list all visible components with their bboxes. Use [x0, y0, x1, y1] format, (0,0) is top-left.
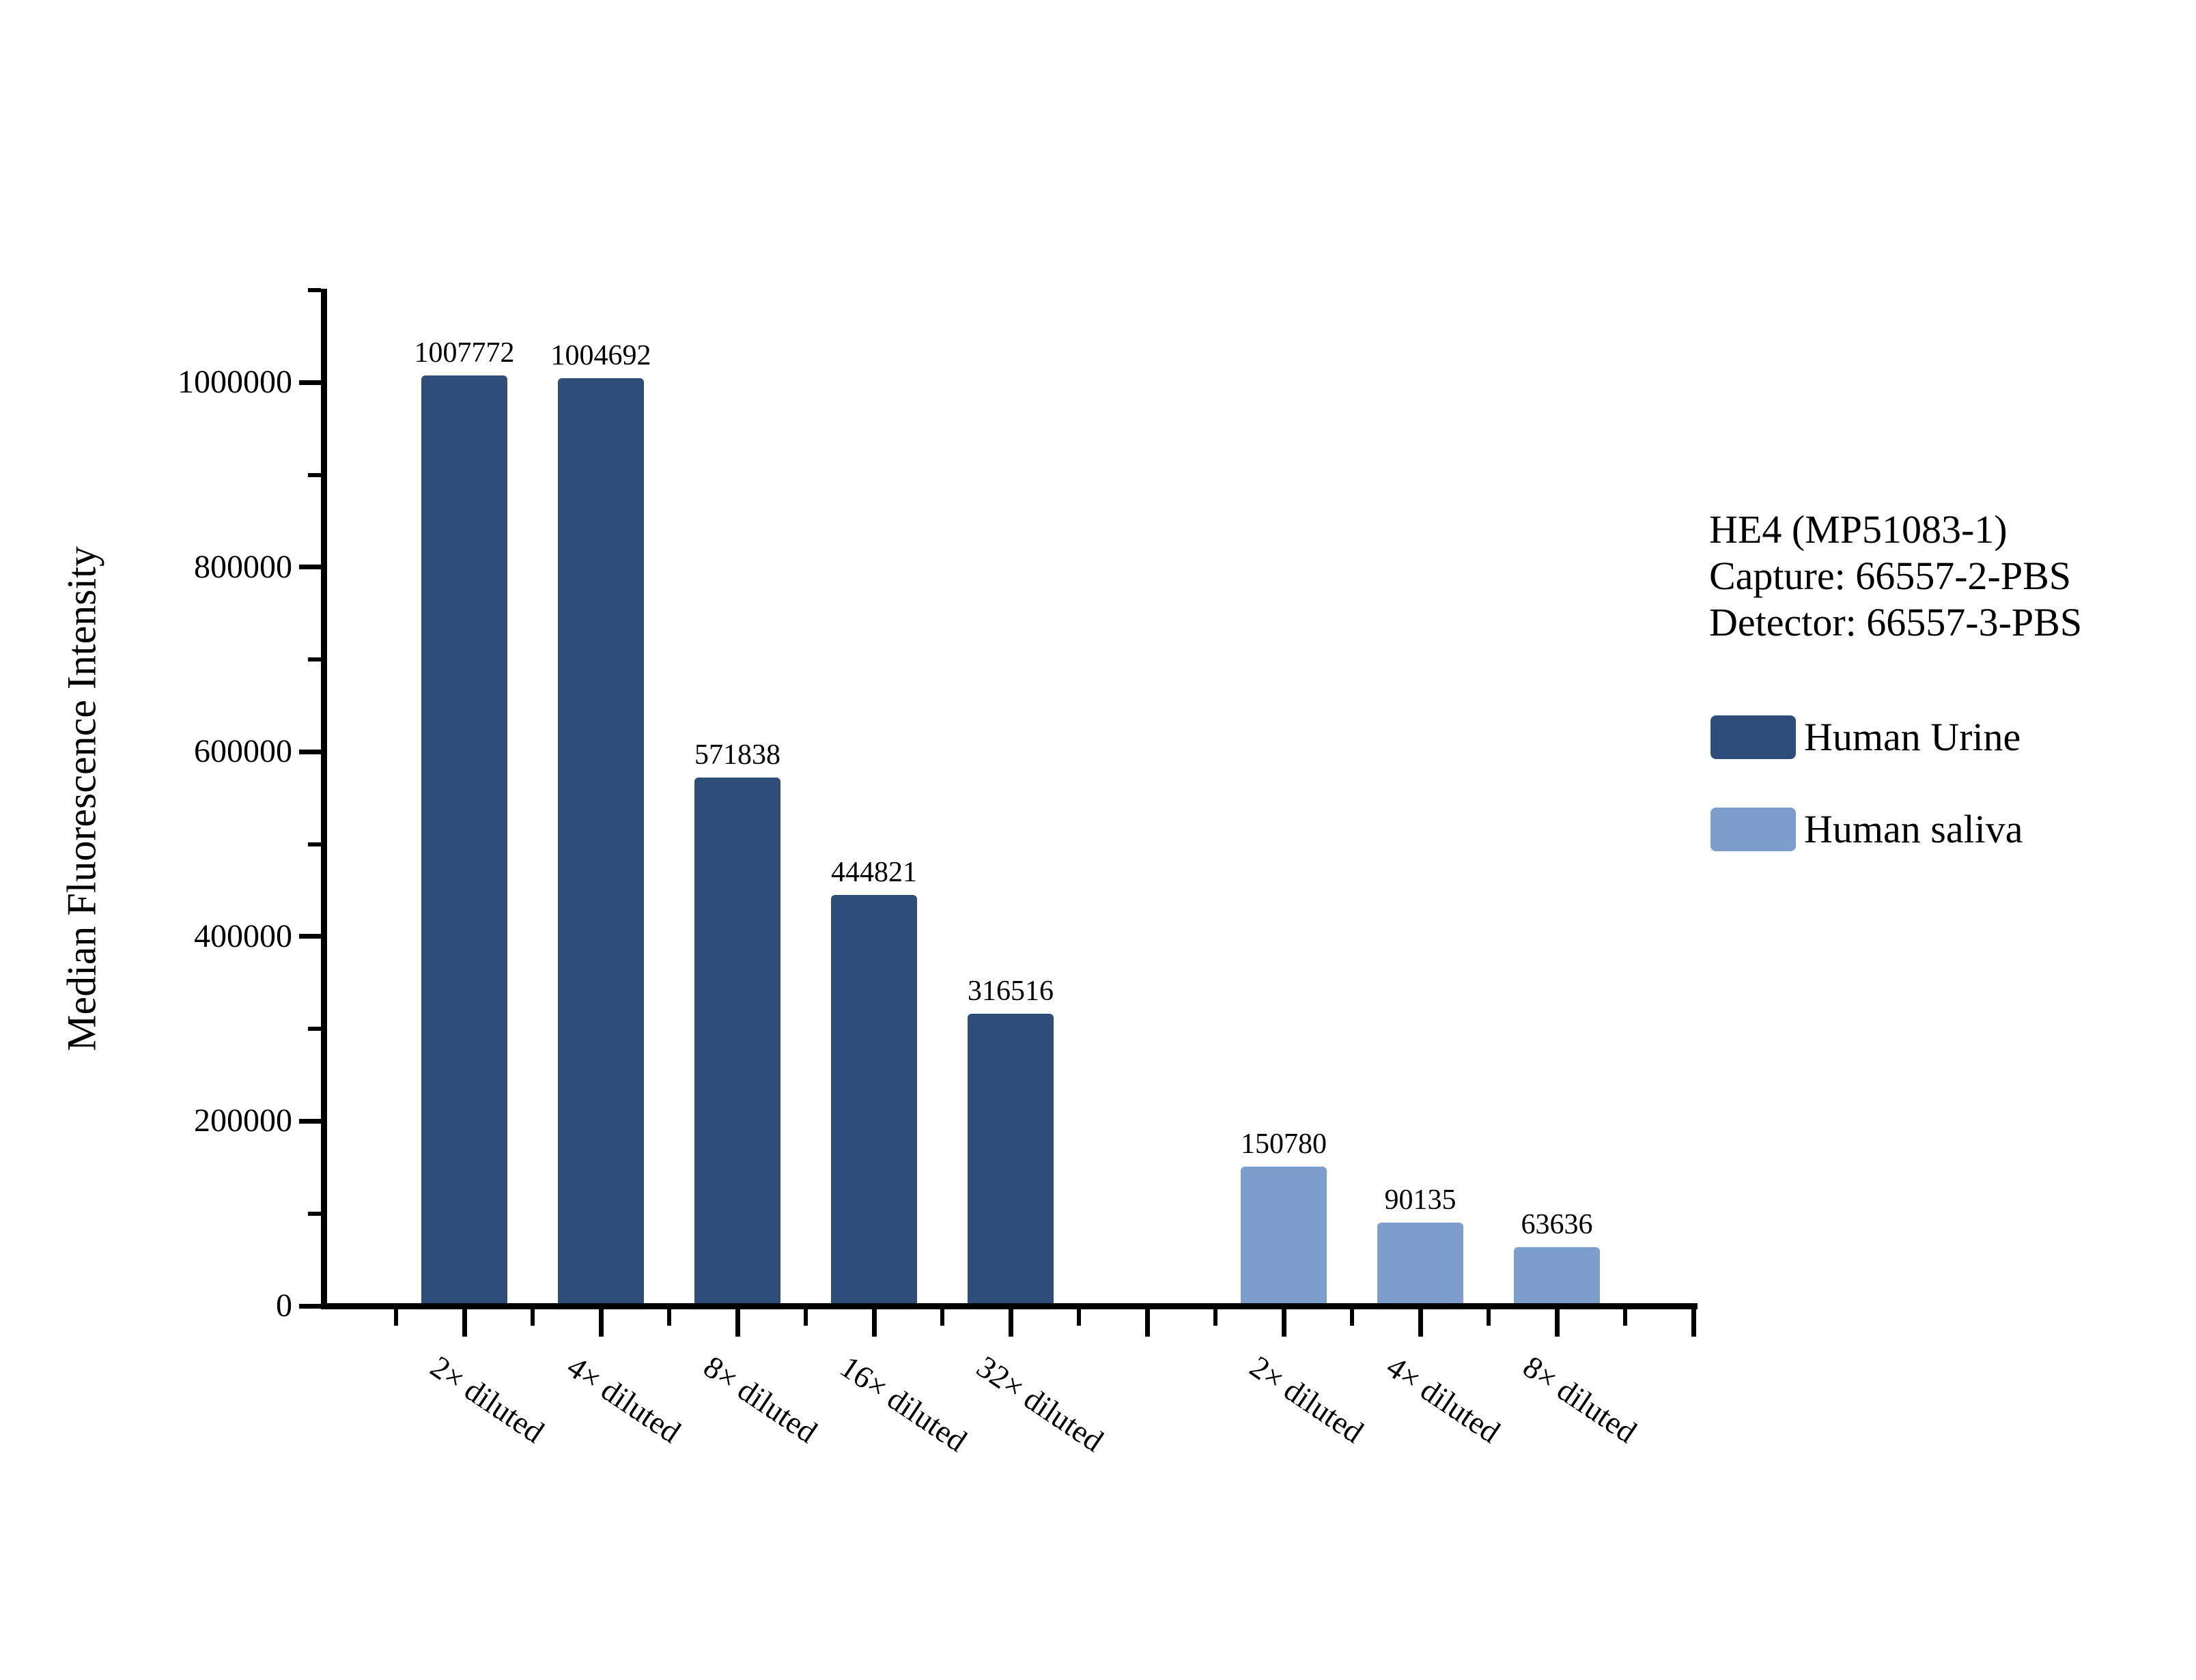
bar-value-label: 316516: [968, 975, 1054, 1007]
y-major-tick: [299, 380, 321, 385]
x-major-tick: [735, 1309, 740, 1337]
y-minor-tick: [308, 1211, 321, 1216]
x-major-tick: [598, 1309, 604, 1337]
x-tick-label: 8× diluted: [697, 1349, 824, 1450]
y-tick-label: 800000: [194, 548, 292, 585]
annotation-line: Detector: 66557-3-PBS: [1709, 600, 2083, 644]
x-major-tick: [871, 1309, 877, 1337]
bar-value-label: 1004692: [550, 339, 651, 371]
annotation-line: HE4 (MP51083-1): [1709, 507, 2008, 552]
x-minor-tick: [1350, 1309, 1354, 1326]
y-major-tick: [299, 565, 321, 570]
bar: [558, 378, 644, 1303]
bar-value-label: 150780: [1241, 1128, 1327, 1161]
y-major-tick: [299, 749, 321, 754]
x-tick-label: 16× diluted: [834, 1349, 974, 1459]
x-minor-tick: [531, 1309, 535, 1326]
legend-label: Human saliva: [1804, 807, 2023, 851]
y-minor-tick: [308, 288, 321, 293]
x-minor-tick: [940, 1309, 944, 1326]
y-tick-label: 1000000: [178, 364, 292, 401]
bar: [1241, 1167, 1327, 1303]
x-axis-line: [321, 1303, 1698, 1309]
bar-value-label: 1007772: [414, 337, 515, 369]
y-tick-label: 600000: [194, 733, 292, 770]
x-minor-tick: [1623, 1309, 1627, 1326]
legend-swatch: [1711, 808, 1796, 851]
x-major-tick: [1691, 1309, 1696, 1337]
x-major-tick: [1008, 1309, 1013, 1337]
bar: [968, 1013, 1054, 1303]
y-major-tick: [299, 1303, 321, 1309]
x-tick-label: 4× diluted: [561, 1349, 688, 1450]
bar: [831, 895, 917, 1303]
y-tick-label: 200000: [194, 1102, 292, 1139]
x-minor-tick: [1213, 1309, 1217, 1326]
legend-label: Human Urine: [1804, 715, 2021, 759]
x-major-tick: [1418, 1309, 1423, 1337]
x-minor-tick: [804, 1309, 808, 1326]
x-minor-tick: [667, 1309, 671, 1326]
bar-value-label: 90135: [1384, 1184, 1456, 1216]
y-axis-title: Median Fluorescence Intensity: [59, 546, 104, 1051]
y-major-tick: [299, 1118, 321, 1124]
x-tick-label: 2× diluted: [424, 1349, 551, 1450]
y-minor-tick: [308, 842, 321, 846]
bar: [1377, 1223, 1463, 1303]
x-tick-label: 8× diluted: [1517, 1349, 1644, 1450]
x-tick-label: 2× diluted: [1243, 1349, 1370, 1450]
x-tick-label: 32× diluted: [970, 1349, 1110, 1459]
legend-swatch: [1711, 715, 1796, 759]
x-major-tick: [462, 1309, 467, 1337]
x-major-tick: [1144, 1309, 1150, 1337]
y-minor-tick: [308, 472, 321, 477]
annotation-line: Capture: 66557-2-PBS: [1709, 554, 2072, 598]
bar: [1514, 1247, 1600, 1303]
y-minor-tick: [308, 657, 321, 662]
x-minor-tick: [1487, 1309, 1491, 1326]
bar-value-label: 63636: [1521, 1208, 1593, 1240]
y-axis-line: [321, 289, 327, 1309]
bar: [421, 375, 507, 1303]
y-tick-label: 0: [276, 1287, 292, 1324]
x-tick-label: 4× diluted: [1380, 1349, 1507, 1450]
bar-value-label: 444821: [831, 857, 917, 889]
y-minor-tick: [308, 1027, 321, 1031]
annotation-text-block: HE4 (MP51083-1) Capture: 66557-2-PBS Detec…: [1709, 507, 2082, 646]
bar: [694, 778, 780, 1303]
y-major-tick: [299, 934, 321, 939]
bar-value-label: 571838: [694, 739, 780, 771]
x-minor-tick: [1077, 1309, 1081, 1326]
x-minor-tick: [394, 1309, 398, 1326]
y-tick-label: 400000: [194, 917, 292, 954]
x-major-tick: [1554, 1309, 1560, 1337]
x-major-tick: [1281, 1309, 1286, 1337]
